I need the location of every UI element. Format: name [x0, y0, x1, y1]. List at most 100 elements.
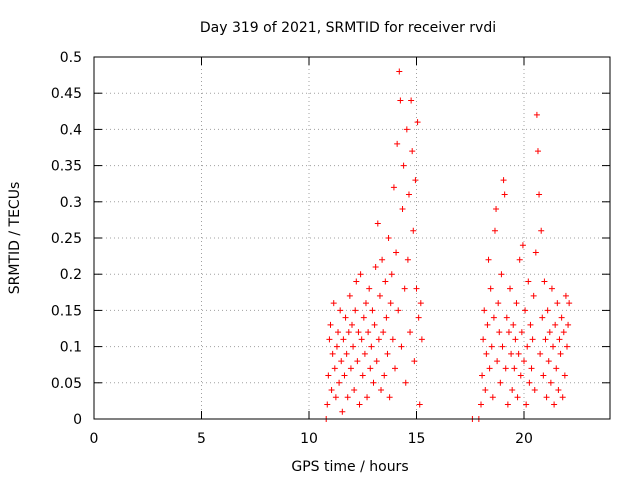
chart-title: Day 319 of 2021, SRMTID for receiver rvd… — [200, 20, 496, 36]
data-point — [396, 68, 403, 75]
data-point — [540, 372, 547, 379]
x-tick-label: 0 — [90, 431, 99, 447]
data-point — [564, 343, 570, 350]
data-point — [541, 278, 548, 285]
data-point — [547, 379, 554, 386]
data-point — [524, 343, 531, 350]
data-point — [526, 379, 533, 386]
data-point — [502, 365, 509, 372]
data-point — [523, 401, 530, 408]
data-point — [521, 358, 527, 365]
data-point — [533, 111, 540, 118]
data-point — [507, 285, 514, 292]
data-point — [325, 372, 332, 379]
data-point — [511, 365, 518, 372]
data-point — [369, 307, 376, 314]
y-tick-label: 0 — [73, 412, 82, 428]
data-point — [487, 285, 494, 292]
data-point — [408, 97, 415, 104]
data-point — [354, 358, 361, 365]
data-point — [537, 350, 544, 357]
x-tick-label: 10 — [300, 431, 318, 447]
y-tick-label: 0.1 — [60, 340, 82, 356]
data-point — [364, 394, 371, 401]
data-point — [543, 394, 550, 401]
data-point — [553, 365, 560, 372]
data-point — [356, 401, 363, 408]
data-point — [366, 285, 373, 292]
data-point — [550, 343, 557, 350]
data-point — [338, 358, 345, 365]
data-point — [418, 336, 425, 343]
data-point — [479, 372, 486, 379]
data-point — [414, 119, 421, 126]
data-point — [374, 220, 381, 227]
data-point — [390, 184, 397, 191]
data-point — [484, 321, 491, 328]
grid — [94, 57, 610, 419]
data-point — [357, 271, 364, 278]
data-point — [327, 321, 334, 328]
data-point — [542, 336, 549, 343]
data-point — [551, 401, 558, 408]
data-point — [395, 307, 402, 314]
data-point — [559, 394, 566, 401]
data-point — [417, 300, 424, 307]
data-point — [495, 300, 502, 307]
data-point — [558, 314, 565, 321]
data-point — [350, 343, 357, 350]
data-point — [344, 394, 351, 401]
data-point — [489, 394, 496, 401]
data-point — [383, 314, 390, 321]
data-point — [378, 387, 385, 394]
data-point — [324, 401, 331, 408]
plot-frame — [93, 56, 611, 420]
data-point — [359, 372, 366, 379]
data-point — [387, 300, 394, 307]
data-point — [405, 191, 412, 198]
data-point — [538, 227, 545, 234]
data-point — [415, 314, 422, 321]
data-point — [343, 350, 350, 357]
data-point — [362, 300, 369, 307]
data-point — [361, 350, 368, 357]
data-point — [545, 358, 552, 365]
data-point — [544, 307, 551, 314]
data-point — [522, 307, 529, 314]
data-point — [371, 321, 378, 328]
y-tick-label: 0.4 — [60, 122, 82, 138]
data-point — [566, 300, 573, 307]
data-point — [554, 300, 561, 307]
data-point — [401, 285, 408, 292]
data-point — [480, 336, 487, 343]
data-point — [328, 387, 335, 394]
data-point — [336, 379, 343, 386]
data-point — [509, 387, 516, 394]
data-point — [478, 401, 484, 408]
data-point — [412, 177, 419, 184]
x-axis-label: GPS time / hours — [291, 459, 408, 475]
data-point — [488, 343, 495, 350]
data-point — [349, 321, 355, 328]
data-point — [539, 314, 546, 321]
data-points — [323, 68, 573, 422]
y-tick-label: 0.2 — [60, 267, 82, 283]
data-point — [491, 227, 498, 234]
data-point — [382, 278, 389, 285]
x-tick-label: 20 — [515, 431, 533, 447]
data-point — [500, 177, 507, 184]
y-axis-label: SRMTID / TECUs — [7, 182, 23, 295]
data-point — [329, 350, 336, 357]
data-point — [529, 336, 536, 343]
data-point — [337, 307, 344, 314]
data-point — [347, 365, 354, 372]
data-point — [514, 394, 521, 401]
data-point — [372, 263, 379, 270]
data-point — [519, 242, 526, 249]
data-point — [482, 387, 489, 394]
data-point — [411, 358, 418, 365]
data-point — [552, 321, 559, 328]
data-point — [394, 140, 401, 147]
data-point — [493, 206, 500, 213]
